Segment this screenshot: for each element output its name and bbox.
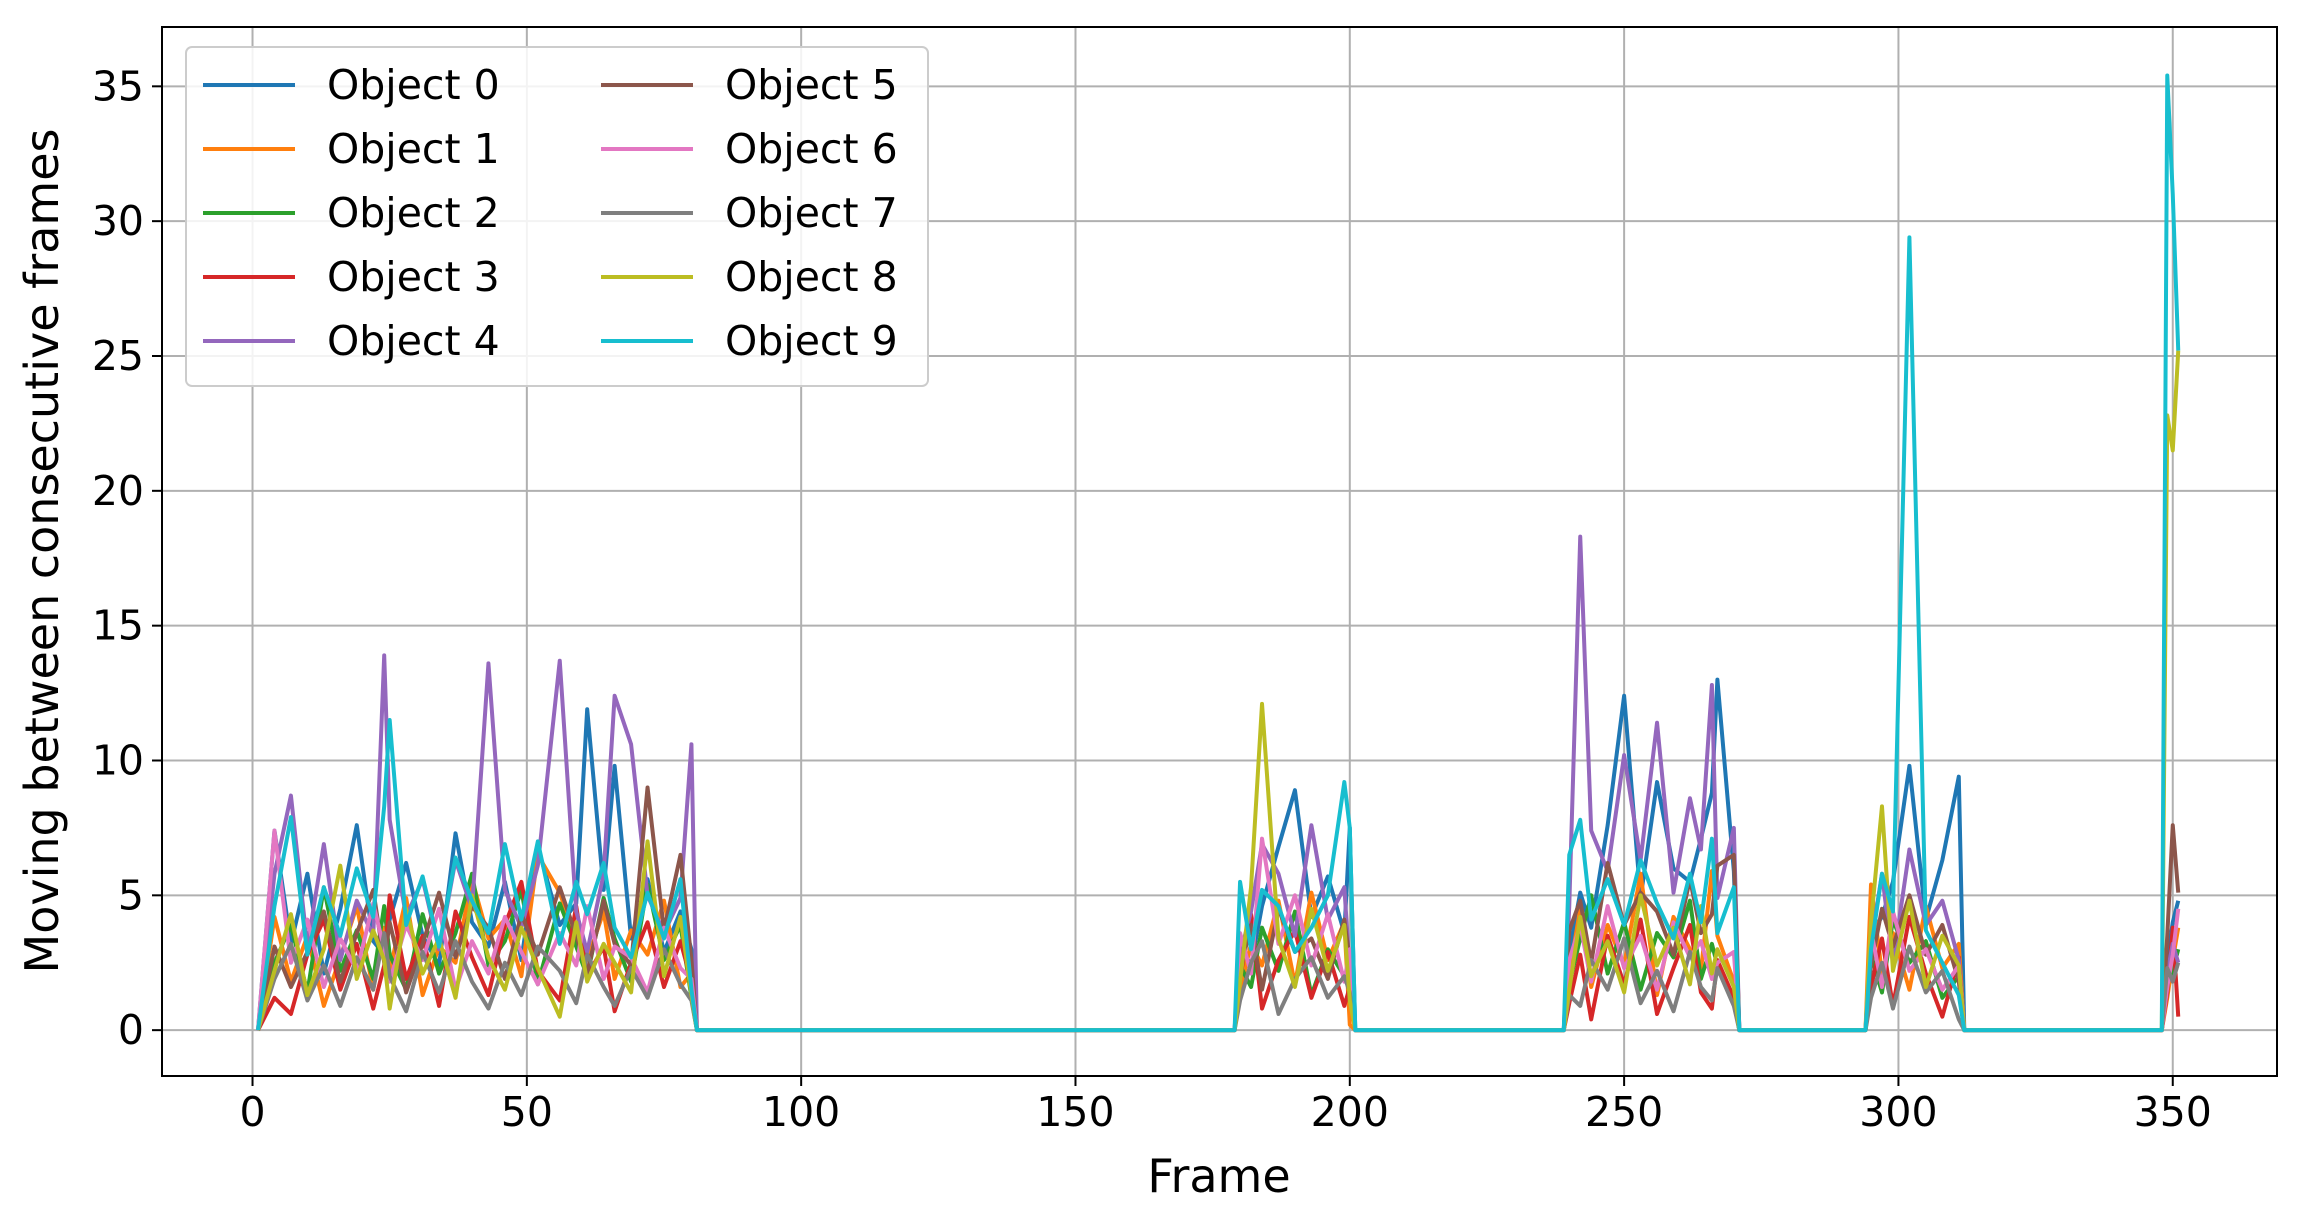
x-tick-label: 150 [1036,1088,1114,1136]
legend: Object 0 Object 1 Object 2 Object 3 Object 4… [185,46,929,387]
series-line [256,73,2181,1033]
y-tick-label: 35 [92,62,144,110]
legend-label: Object 4 [327,317,500,365]
x-tick-label: 250 [1585,1088,1663,1136]
legend-label: Object 1 [327,125,500,173]
x-axis-label: Frame [1147,1149,1290,1203]
y-tick-label: 15 [92,602,144,650]
legend-label: Object 3 [327,253,500,301]
legend-label: Object 5 [725,61,898,109]
series-line [256,350,2181,1033]
legend-box [185,46,929,387]
legend-label: Object 0 [327,61,500,109]
x-tick-label: 200 [1311,1088,1389,1136]
y-tick-label: 10 [92,736,144,784]
y-tick-label: 0 [118,1006,144,1054]
x-tick-label: 300 [1859,1088,1937,1136]
x-tick-label: 0 [239,1088,265,1136]
legend-label: Object 7 [725,189,898,237]
y-axis-label: Moving between consecutive frames [15,129,69,974]
legend-label: Object 2 [327,189,500,237]
series-line [256,931,2181,1033]
x-tick-label: 100 [762,1088,840,1136]
y-tick-label: 30 [92,197,144,245]
plot-frame [161,26,2278,1077]
legend-label: Object 8 [725,253,898,301]
legend-label: Object 9 [725,317,898,365]
y-tick-label: 25 [92,332,144,380]
legend-label: Object 6 [725,125,898,173]
y-tick-label: 5 [118,871,144,919]
series-line [256,828,2181,1033]
x-tick-label: 50 [501,1088,553,1136]
x-tick-label: 350 [2134,1088,2212,1136]
y-tick-label: 20 [92,467,144,515]
